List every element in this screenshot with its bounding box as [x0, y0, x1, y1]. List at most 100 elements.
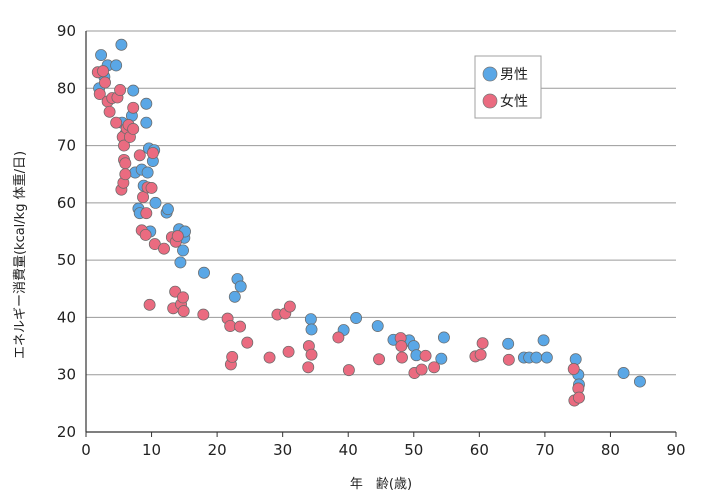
data-point — [140, 97, 153, 110]
data-point — [145, 182, 158, 194]
data-point — [177, 244, 189, 257]
data-point — [305, 323, 318, 336]
y-tick-labels: 20 30 40 50 60 70 80 90 — [57, 22, 76, 441]
data-point — [95, 49, 108, 62]
data-points — [91, 38, 646, 407]
data-point — [396, 351, 408, 364]
legend-label-male: 男性 — [500, 67, 528, 83]
legend-marker-male — [482, 66, 498, 82]
data-point — [228, 290, 241, 303]
data-point — [304, 313, 317, 326]
data-point — [140, 116, 153, 129]
data-point — [537, 334, 550, 347]
data-point — [283, 300, 296, 313]
x-tick-label: 30 — [273, 441, 292, 459]
data-point — [617, 367, 630, 379]
x-tick-label: 40 — [339, 441, 358, 459]
y-tick-label: 90 — [57, 22, 76, 40]
data-point — [373, 353, 385, 366]
y-tick-label: 40 — [57, 308, 76, 326]
data-point — [174, 256, 187, 269]
data-point — [226, 351, 239, 363]
x-tick-label: 90 — [666, 441, 685, 459]
data-point — [502, 337, 515, 350]
x-tick-label: 20 — [208, 441, 227, 459]
data-point — [633, 375, 646, 388]
y-tick-label: 50 — [57, 251, 76, 269]
data-point — [139, 228, 152, 241]
y-tick-label: 20 — [57, 423, 76, 441]
legend: 男性 女性 — [474, 55, 542, 119]
data-point — [305, 348, 318, 361]
legend-marker-female — [482, 93, 498, 109]
data-point — [197, 308, 210, 321]
series-female — [91, 65, 585, 407]
data-point — [118, 139, 130, 152]
data-point — [114, 84, 127, 96]
x-tick-labels: 0 10 20 30 40 50 60 70 80 90 — [81, 441, 685, 459]
data-point — [234, 280, 247, 293]
data-point — [127, 123, 140, 135]
legend-box — [474, 55, 542, 119]
data-point — [119, 168, 132, 181]
data-point — [437, 331, 450, 344]
data-point — [332, 331, 345, 344]
data-point — [133, 149, 146, 162]
data-point — [171, 230, 184, 243]
data-point — [198, 266, 210, 279]
axes — [85, 31, 677, 437]
y-tick-label: 60 — [57, 194, 76, 212]
data-point — [530, 351, 543, 364]
data-point — [567, 363, 580, 375]
data-point — [342, 364, 355, 377]
data-point — [97, 65, 109, 78]
data-point — [149, 196, 162, 209]
data-point — [143, 298, 156, 311]
data-point — [419, 349, 432, 362]
data-point — [415, 363, 428, 376]
data-point — [263, 351, 276, 364]
data-point — [573, 391, 585, 404]
x-tick-label: 10 — [142, 441, 161, 459]
y-tick-label: 70 — [57, 137, 76, 155]
data-point — [282, 345, 295, 358]
series-male — [93, 38, 646, 391]
data-point — [474, 348, 487, 361]
data-point — [569, 353, 582, 366]
data-point — [93, 88, 106, 100]
legend-label-female: 女性 — [500, 93, 528, 110]
y-tick-label: 80 — [57, 79, 76, 97]
data-point — [110, 116, 123, 129]
data-point — [234, 320, 247, 333]
data-point — [115, 38, 128, 51]
data-point — [371, 320, 384, 332]
data-point — [540, 351, 553, 364]
x-axis-title: 年 齢(歳) — [350, 477, 412, 492]
data-point — [119, 157, 132, 170]
data-point — [350, 312, 363, 324]
x-tick-label: 0 — [81, 441, 91, 459]
data-point — [146, 147, 159, 159]
data-point — [177, 291, 189, 304]
data-point — [395, 340, 408, 353]
data-point — [140, 207, 153, 220]
data-point — [99, 76, 111, 89]
data-point — [103, 105, 116, 118]
x-tick-label: 70 — [535, 441, 554, 459]
data-point — [110, 59, 123, 72]
data-point — [241, 336, 254, 349]
data-point — [476, 337, 489, 350]
data-point — [158, 242, 170, 255]
data-point — [435, 352, 448, 365]
data-point — [428, 361, 441, 374]
x-tick-label: 60 — [470, 441, 489, 459]
data-point — [141, 166, 154, 179]
x-tick-label: 50 — [404, 441, 423, 459]
x-tick-label: 80 — [601, 441, 620, 459]
data-point — [127, 101, 140, 114]
data-point — [161, 203, 174, 216]
y-tick-label: 30 — [57, 366, 76, 384]
data-point — [137, 191, 149, 204]
data-point — [177, 305, 190, 318]
